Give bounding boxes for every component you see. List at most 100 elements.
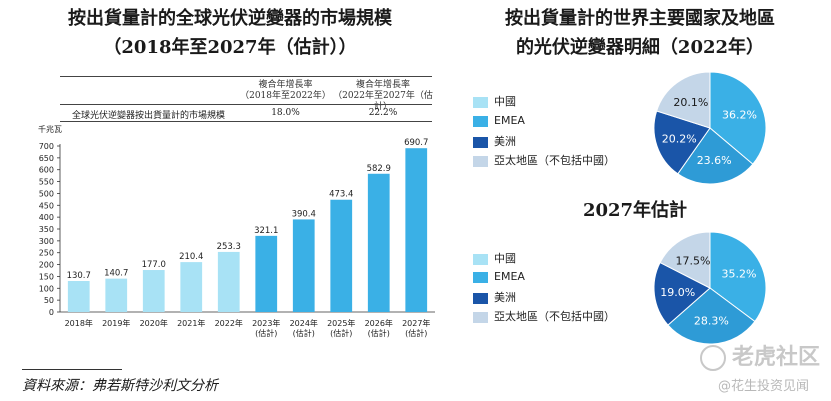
x-tick-label: (估計): [368, 328, 390, 338]
cagr-value-2: 22.2%: [368, 108, 398, 118]
cagr-table-mid-rule: [60, 104, 432, 105]
pie-chart-title-line1: 按出貨量計的世界主要國家及地區: [505, 8, 775, 29]
pie-slice: [659, 231, 711, 289]
bar-value-label: 253.3: [217, 242, 241, 252]
x-tick-label: 2021年: [177, 318, 205, 328]
y-tick-label: 650: [39, 154, 54, 163]
pie-slice: [709, 231, 767, 323]
legend-item-apac: 亞太地區（不包括中國）: [473, 152, 615, 168]
bar: [330, 199, 353, 312]
legend-swatch: [473, 292, 488, 304]
legend-swatch: [473, 136, 488, 148]
legend-item-emea: EMEA: [473, 114, 525, 127]
pie-slice-label: 19.0%: [660, 286, 695, 299]
legend-swatch: [473, 253, 488, 265]
x-tick-label: 2018年: [65, 318, 93, 328]
y-tick-label: 500: [39, 189, 54, 198]
x-tick-label: (估計): [405, 328, 427, 338]
pie-slice: [709, 71, 767, 165]
source-rule: [22, 369, 122, 370]
y-tick-label: 150: [39, 272, 54, 281]
legend-swatch: [473, 115, 488, 127]
x-tick-label: 2027年: [402, 318, 430, 328]
legend-swatch: [473, 311, 488, 323]
bar-chart-title-line2: （2018年至2027年（估計））: [103, 37, 357, 58]
bar-value-label: 582.9: [367, 164, 391, 174]
x-tick-label: 2026年: [365, 318, 393, 328]
bar-value-label: 177.0: [142, 260, 166, 270]
legend-item-americas: 美洲: [473, 133, 516, 149]
cagr-header-1: 複合年增長率 （2018年至2022年）: [240, 80, 331, 101]
legend2-item-apac: 亞太地區（不包括中國）: [473, 308, 615, 324]
y-tick-label: 0: [49, 308, 54, 317]
legend-swatch: [473, 155, 488, 167]
bar: [405, 148, 428, 312]
bar: [105, 278, 128, 312]
cagr-table-bottom-rule: [60, 121, 432, 122]
pie-chart-title-line2: 的光伏逆變器明細（2022年）: [515, 37, 765, 58]
bar: [142, 270, 165, 312]
y-tick-label: 400: [39, 213, 54, 222]
cagr-table-top-rule: [60, 76, 432, 77]
legend2-item-china: 中國: [473, 250, 516, 266]
watermark-icon: [700, 345, 726, 371]
pie-slice-label: 20.1%: [673, 96, 708, 109]
cagr-row-label: 全球光伏逆變器按出貨量計的市場規模: [72, 111, 226, 121]
bar-value-label: 390.4: [292, 209, 316, 219]
y-tick-label: 250: [39, 249, 54, 258]
bar-value-label: 321.1: [254, 226, 278, 236]
y-tick-label: 450: [39, 201, 54, 210]
pie-slice: [653, 110, 711, 175]
x-tick-label: 2023年: [252, 318, 280, 328]
source-note: 資料來源：弗若斯特沙利文分析: [22, 378, 218, 394]
bar-chart: 千兆瓦 0 50 100 150 200 250 300 350 400 450 500 550 600 6…: [38, 124, 435, 338]
bar: [67, 281, 90, 312]
pie-slice-label: 35.2%: [722, 267, 757, 280]
legend2-item-emea: EMEA: [473, 270, 525, 283]
y-tick-label: 700: [39, 142, 54, 151]
x-tick-label: 2024年: [290, 318, 318, 328]
y-tick-label: 50: [44, 296, 54, 305]
x-tick-label: 2022年: [215, 318, 243, 328]
y-axis-label: 千兆瓦: [38, 124, 62, 134]
pie-slice-label: 28.3%: [694, 314, 729, 327]
pie-chart-2027-title: 2027年估計: [582, 200, 688, 221]
bar-value-label: 690.7: [404, 138, 428, 148]
bar-value-label: 210.4: [179, 252, 203, 262]
pie-chart-2027: 35.2% 28.3% 19.0% 17.5%: [653, 231, 767, 345]
x-tick-label: (估計): [330, 328, 352, 338]
x-tick-label: 2019年: [102, 318, 130, 328]
y-tick-label: 200: [39, 261, 54, 270]
legend2-item-americas: 美洲: [473, 289, 516, 305]
pie-slice: [667, 287, 756, 345]
pie-chart-2022: 36.2% 23.6%20.2% 20.1%: [653, 71, 767, 185]
y-tick-label: 350: [39, 225, 54, 234]
pie-slice-label: 36.2%: [722, 108, 757, 121]
bar: [180, 262, 203, 312]
legend-swatch: [473, 271, 488, 283]
bar: [292, 219, 315, 312]
x-tick-label: (估計): [255, 328, 277, 338]
y-tick-label: 100: [39, 284, 54, 293]
pie-slice: [656, 71, 711, 129]
y-tick-label: 600: [39, 166, 54, 175]
bar: [217, 251, 240, 312]
x-tick-label: 2020年: [140, 318, 168, 328]
bar-value-label: 140.7: [104, 269, 128, 279]
pie-slice-label: 23.6%: [697, 154, 732, 167]
x-tick-label: 2025年: [327, 318, 355, 328]
cagr-value-1: 18.0%: [271, 108, 300, 118]
bar-value-label: 473.4: [329, 190, 353, 200]
x-tick-label: (估計): [293, 328, 315, 338]
y-tick-label: 550: [39, 178, 54, 187]
pie-slice-label: 17.5%: [676, 254, 711, 267]
legend-item-china: 中國: [473, 93, 516, 109]
bar: [367, 173, 390, 312]
pie-slice-label: 20.2%: [662, 132, 697, 145]
cagr-header-2: 複合年增長率 （2022年至2027年（估計）: [333, 80, 433, 112]
watermark-logo: 老虎社区: [700, 339, 820, 371]
legend-swatch: [473, 96, 488, 108]
pie-slice: [677, 127, 754, 185]
watermark-sub: @花生投资见闻: [718, 379, 810, 394]
bar-value-label: 130.7: [67, 271, 91, 281]
